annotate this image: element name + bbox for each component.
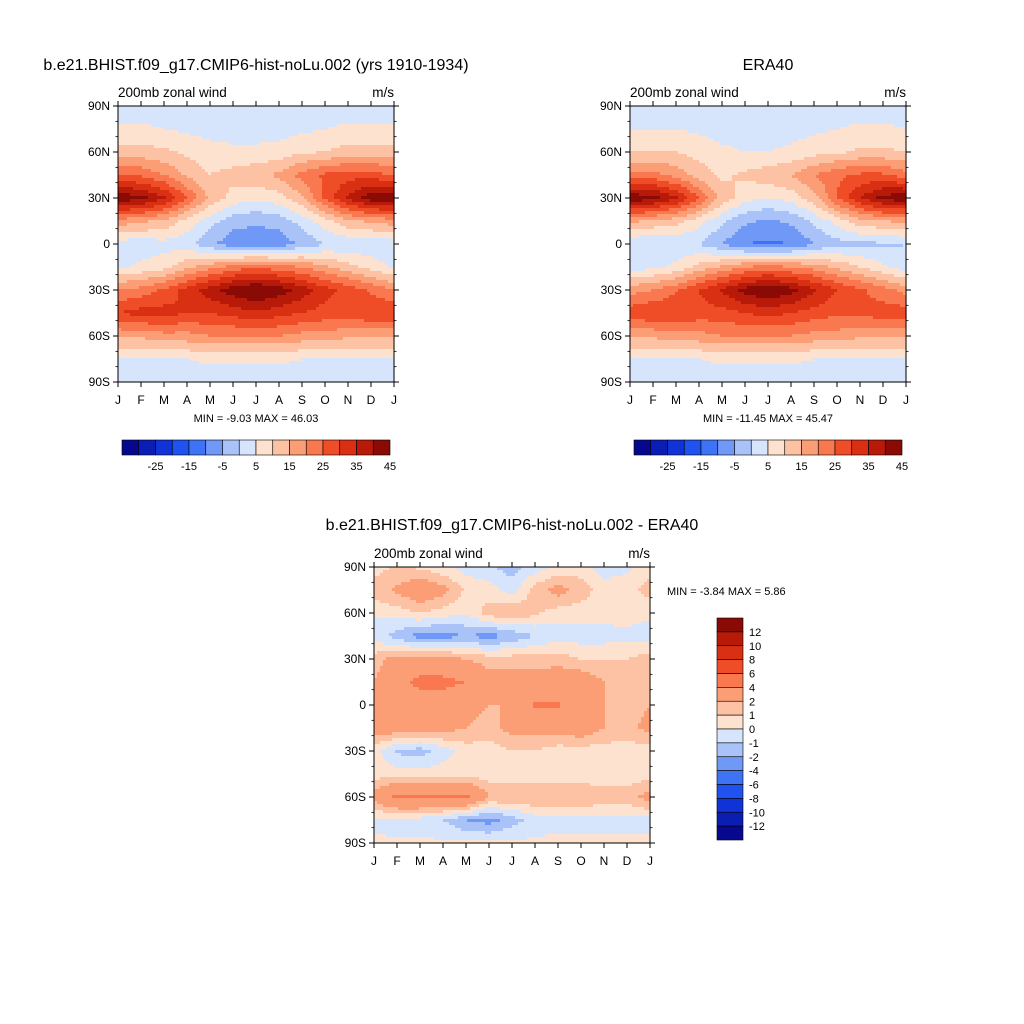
- contour-field: [118, 106, 395, 383]
- panel1-title: b.e21.BHIST.f09_g17.CMIP6-hist-noLu.002 …: [43, 57, 468, 74]
